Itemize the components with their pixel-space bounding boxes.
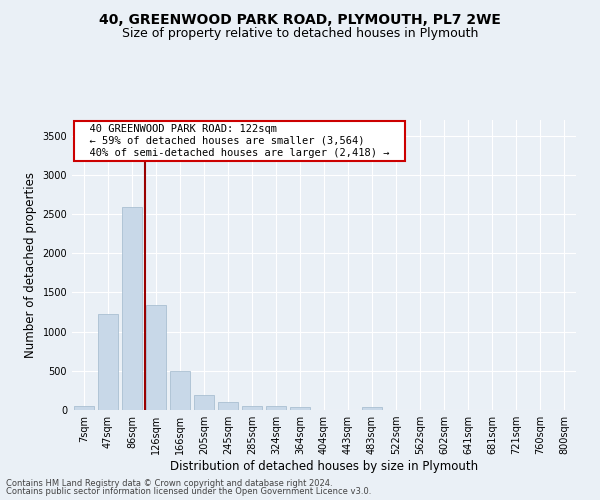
Text: Size of property relative to detached houses in Plymouth: Size of property relative to detached ho… [122, 28, 478, 40]
Bar [74, 406, 94, 410]
Bar [266, 406, 286, 410]
Text: 40, GREENWOOD PARK ROAD, PLYMOUTH, PL7 2WE: 40, GREENWOOD PARK ROAD, PLYMOUTH, PL7 2… [99, 12, 501, 26]
Bar [218, 402, 238, 410]
Bar [194, 394, 214, 410]
Y-axis label: Number of detached properties: Number of detached properties [24, 172, 37, 358]
Bar [98, 314, 118, 410]
Text: 40 GREENWOOD PARK ROAD: 122sqm  
  ← 59% of detached houses are smaller (3,564) : 40 GREENWOOD PARK ROAD: 122sqm ← 59% of … [77, 124, 402, 158]
Bar [242, 406, 262, 410]
Text: Contains HM Land Registry data © Crown copyright and database right 2024.: Contains HM Land Registry data © Crown c… [6, 478, 332, 488]
Bar [170, 371, 190, 410]
Bar [122, 207, 142, 410]
Bar [290, 408, 310, 410]
Bar [362, 408, 382, 410]
X-axis label: Distribution of detached houses by size in Plymouth: Distribution of detached houses by size … [170, 460, 478, 473]
Text: Contains public sector information licensed under the Open Government Licence v3: Contains public sector information licen… [6, 487, 371, 496]
Bar [146, 305, 166, 410]
